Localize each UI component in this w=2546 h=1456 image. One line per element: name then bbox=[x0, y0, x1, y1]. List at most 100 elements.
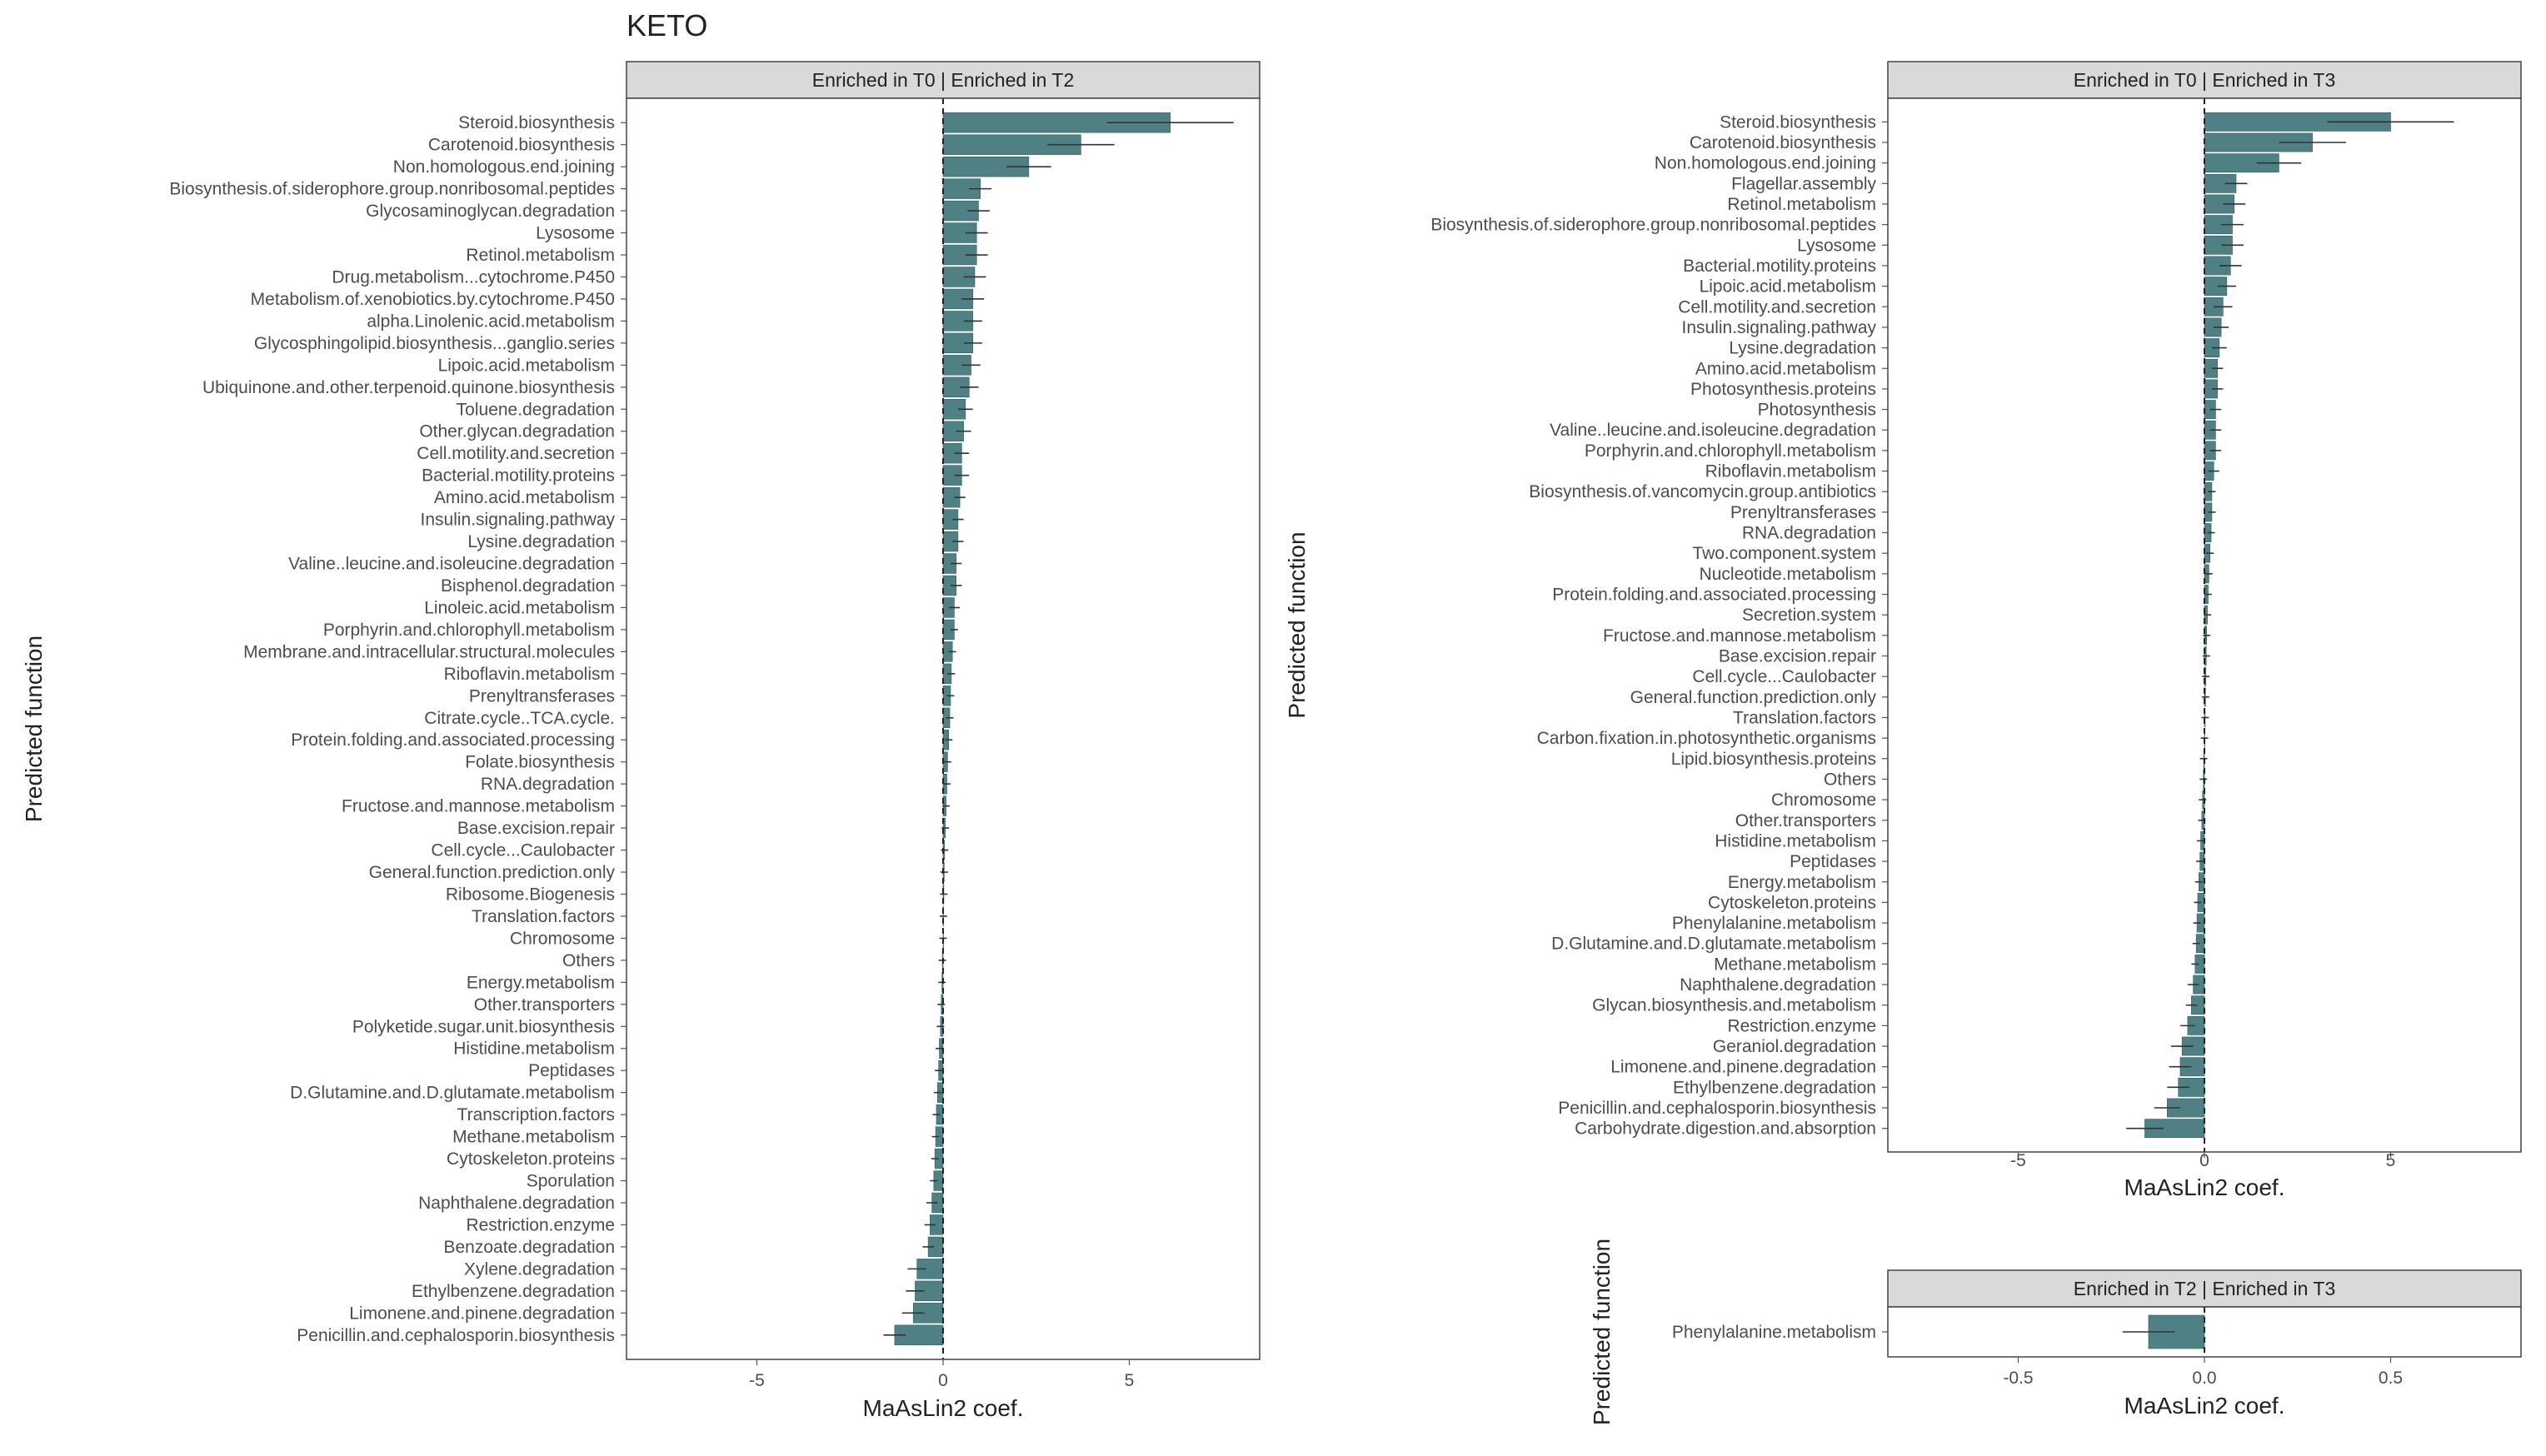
category-label: Non.homologous.end.joining bbox=[393, 157, 615, 177]
category-label: Ethylbenzene.degradation bbox=[412, 1282, 615, 1301]
category-label: RNA.degradation bbox=[481, 775, 615, 794]
category-label: RNA.degradation bbox=[1742, 524, 1876, 543]
category-label: Histidine.metabolism bbox=[453, 1040, 615, 1059]
category-label: General.function.prediction.only bbox=[1630, 688, 1877, 707]
category-label: Others bbox=[1824, 770, 1876, 789]
category-label: Citrate.cycle..TCA.cycle. bbox=[424, 709, 615, 728]
category-label: Riboflavin.metabolism bbox=[1705, 462, 1876, 481]
category-label: Benzoate.degradation bbox=[444, 1238, 616, 1257]
category-label: Two.component.system bbox=[1692, 544, 1876, 563]
category-label: Metabolism.of.xenobiotics.by.cytochrome.… bbox=[251, 290, 615, 309]
category-label: Limonene.and.pinene.degradation bbox=[1610, 1058, 1876, 1077]
category-label: Lysine.degradation bbox=[1729, 339, 1876, 358]
category-label: Cell.motility.and.secretion bbox=[1678, 297, 1876, 317]
category-label: Insulin.signaling.pathway bbox=[421, 511, 616, 530]
category-label: Non.homologous.end.joining bbox=[1655, 154, 1876, 173]
category-label: Flagellar.assembly bbox=[1731, 174, 1876, 193]
category-label: Porphyrin.and.chlorophyll.metabolism bbox=[323, 621, 615, 640]
category-label: Peptidases bbox=[528, 1061, 615, 1080]
category-label: Glycosphingolipid.biosynthesis...ganglio… bbox=[254, 334, 615, 353]
y-axis-label: Predicted function bbox=[21, 636, 47, 822]
x-tick-label: -5 bbox=[2010, 1151, 2026, 1170]
x-tick-label: 0 bbox=[2199, 1151, 2209, 1170]
category-label: Photosynthesis bbox=[1758, 401, 1876, 420]
x-tick-label: 0.0 bbox=[2192, 1369, 2216, 1388]
category-label: Fructose.and.mannose.metabolism bbox=[1603, 626, 1876, 646]
category-label: Carbohydrate.digestion.and.absorption bbox=[1575, 1119, 1876, 1139]
category-label: Base.excision.repair bbox=[457, 819, 615, 838]
category-label: Other.transporters bbox=[1735, 811, 1876, 830]
category-label: Protein.folding.and.associated.processin… bbox=[291, 730, 615, 750]
category-label: Drug.metabolism...cytochrome.P450 bbox=[332, 267, 615, 287]
category-label: Translation.factors bbox=[1733, 708, 1876, 727]
figure-title: KETO bbox=[627, 8, 708, 42]
category-label: Restriction.enzyme bbox=[466, 1215, 615, 1234]
category-label: Cytoskeleton.proteins bbox=[1708, 893, 1876, 912]
category-label: Valine..leucine.and.isoleucine.degradati… bbox=[288, 555, 615, 574]
category-label: Linoleic.acid.metabolism bbox=[424, 598, 615, 617]
category-label: Lysosome bbox=[536, 224, 615, 243]
x-tick-label: -5 bbox=[749, 1371, 765, 1390]
facet-strip-label: Enriched in T2 | Enriched in T3 bbox=[2074, 1278, 2336, 1299]
category-label: Base.excision.repair bbox=[1719, 646, 1876, 666]
category-label: Photosynthesis.proteins bbox=[1690, 380, 1876, 399]
facet-strip bbox=[626, 61, 1261, 99]
facet-strip-label: Enriched in T0 | Enriched in T2 bbox=[812, 69, 1075, 91]
category-label: Insulin.signaling.pathway bbox=[1682, 318, 1877, 337]
category-label: Biosynthesis.of.siderophore.group.nonrib… bbox=[169, 180, 615, 199]
category-label: Prenyltransferases bbox=[469, 686, 615, 706]
category-label: alpha.Linolenic.acid.metabolism bbox=[367, 312, 615, 331]
x-tick-label: -0.5 bbox=[2003, 1369, 2033, 1388]
facet-strip-label: Enriched in T0 | Enriched in T3 bbox=[2074, 69, 2336, 91]
category-label: Glycan.biosynthesis.and.metabolism bbox=[1592, 996, 1876, 1015]
category-label: Folate.biosynthesis bbox=[465, 753, 615, 772]
category-label: Phenylalanine.metabolism bbox=[1672, 1323, 1876, 1342]
category-label: Bacterial.motility.proteins bbox=[422, 466, 615, 486]
category-label: Cytoskeleton.proteins bbox=[447, 1149, 615, 1169]
category-label: Carotenoid.biosynthesis bbox=[1690, 133, 1876, 152]
x-axis-label: MaAsLin2 coef. bbox=[2124, 1174, 2285, 1200]
category-label: Valine..leucine.and.isoleucine.degradati… bbox=[1550, 421, 1876, 440]
category-label: Transcription.factors bbox=[457, 1105, 615, 1124]
x-tick-label: 5 bbox=[2386, 1151, 2396, 1170]
category-label: Glycosaminoglycan.degradation bbox=[366, 202, 615, 221]
category-label: Cell.cycle...Caulobacter bbox=[431, 841, 615, 860]
category-label: General.function.prediction.only bbox=[369, 863, 616, 882]
category-label: Sporulation bbox=[527, 1172, 615, 1191]
facet-strip bbox=[1887, 1269, 2522, 1308]
category-label: Biosynthesis.of.siderophore.group.nonrib… bbox=[1430, 216, 1876, 235]
category-label: Other.transporters bbox=[474, 995, 615, 1015]
category-label: Carotenoid.biosynthesis bbox=[428, 136, 615, 155]
category-label: Histidine.metabolism bbox=[1715, 831, 1876, 850]
category-label: D.Glutamine.and.D.glutamate.metabolism bbox=[290, 1084, 615, 1103]
category-label: Ethylbenzene.degradation bbox=[1673, 1078, 1876, 1097]
category-label: Chromosome bbox=[510, 929, 615, 948]
x-tick-label: 0 bbox=[938, 1371, 948, 1390]
category-label: Prenyltransferases bbox=[1730, 503, 1876, 522]
category-label: Steroid.biosynthesis bbox=[458, 113, 615, 132]
category-label: Cell.motility.and.secretion bbox=[417, 444, 615, 463]
category-label: Porphyrin.and.chlorophyll.metabolism bbox=[1585, 441, 1876, 461]
category-label: Lysosome bbox=[1797, 236, 1876, 255]
category-label: Amino.acid.metabolism bbox=[434, 488, 615, 507]
y-axis-label: Predicted function bbox=[1284, 531, 1310, 718]
category-label: Peptidases bbox=[1790, 852, 1876, 871]
category-label: Penicillin.and.cephalosporin.biosynthesi… bbox=[1558, 1099, 1876, 1118]
y-axis-label: Predicted function bbox=[1589, 1239, 1615, 1425]
category-label: Amino.acid.metabolism bbox=[1695, 359, 1876, 378]
category-label: Others bbox=[562, 951, 615, 970]
category-label: Penicillin.and.cephalosporin.biosynthesi… bbox=[297, 1326, 615, 1345]
category-label: Naphthalene.degradation bbox=[1680, 975, 1876, 995]
category-label: Carbon.fixation.in.photosynthetic.organi… bbox=[1537, 729, 1876, 748]
category-label: Lipoic.acid.metabolism bbox=[1700, 277, 1876, 297]
category-label: Energy.metabolism bbox=[1728, 873, 1876, 892]
x-tick-label: 0.5 bbox=[2379, 1369, 2403, 1388]
category-label: Other.glycan.degradation bbox=[419, 422, 615, 441]
category-label: Limonene.and.pinene.degradation bbox=[349, 1304, 615, 1323]
category-label: Nucleotide.metabolism bbox=[1700, 565, 1876, 584]
category-label: Cell.cycle...Caulobacter bbox=[1692, 667, 1876, 686]
category-label: Ribosome.Biogenesis bbox=[446, 885, 615, 904]
category-label: Riboflavin.metabolism bbox=[444, 665, 615, 684]
category-label: Ubiquinone.and.other.terpenoid.quinone.b… bbox=[202, 378, 615, 397]
